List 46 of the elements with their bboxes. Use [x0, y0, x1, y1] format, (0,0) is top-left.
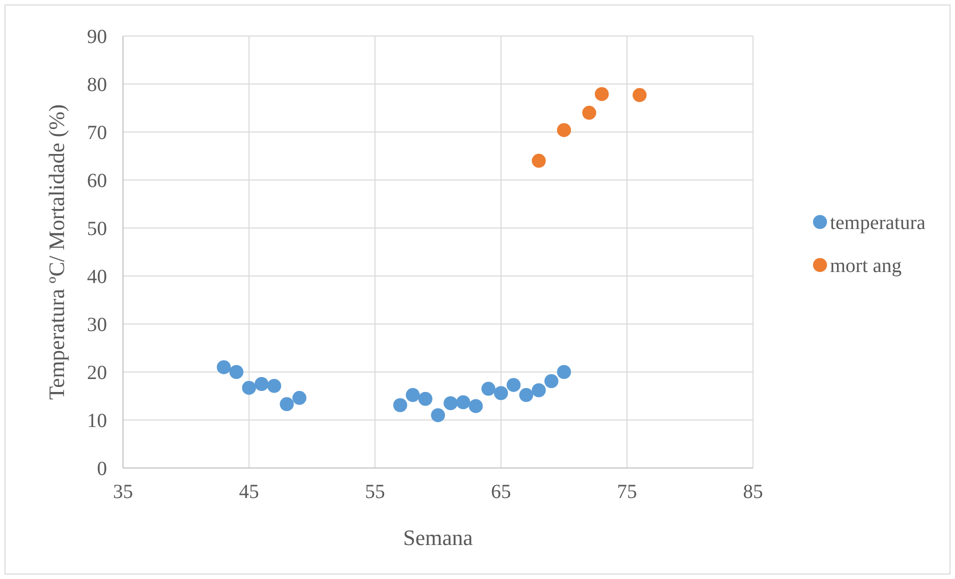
y-tick-label: 70: [87, 122, 107, 144]
y-tick-label: 0: [97, 458, 107, 480]
point: [582, 106, 596, 120]
point: [506, 378, 521, 392]
point: [406, 388, 420, 402]
y-tick-label: 30: [87, 314, 107, 336]
point: [393, 398, 408, 412]
point: [468, 399, 483, 414]
point: [481, 382, 496, 396]
point: [532, 154, 546, 168]
y-tick-label: 40: [87, 266, 107, 288]
point: [557, 365, 571, 379]
legend-label: temperatura: [830, 212, 926, 234]
point: [418, 392, 432, 406]
legend-label: mort ang: [830, 255, 902, 277]
x-tick-label: 55: [365, 481, 385, 503]
point: [242, 380, 256, 395]
x-tick-label: 45: [239, 481, 259, 503]
y-tick-label: 10: [87, 410, 107, 432]
y-tick-label: 20: [87, 362, 107, 384]
point: [431, 408, 445, 422]
point: [594, 87, 609, 102]
point: [632, 88, 647, 102]
y-tick-label: 90: [87, 26, 107, 48]
point: [267, 378, 282, 393]
point: [519, 388, 534, 402]
point: [444, 396, 458, 410]
y-tick-label: 50: [87, 218, 107, 240]
point: [532, 383, 546, 398]
y-tick-label: 60: [87, 170, 107, 192]
point: [216, 360, 231, 374]
x-tick-label: 75: [617, 481, 637, 503]
point: [557, 123, 571, 138]
point: [280, 397, 294, 412]
point: [456, 395, 470, 410]
x-tick-label: 35: [113, 481, 133, 503]
point: [544, 374, 558, 388]
point: [292, 390, 306, 405]
point: [254, 377, 269, 391]
point: [494, 386, 508, 400]
x-tick-label: 85: [743, 481, 763, 503]
x-tick-label: 65: [491, 481, 511, 503]
point: [229, 365, 244, 379]
y-tick-label: 80: [87, 74, 107, 96]
x-axis-title: Semana: [403, 525, 474, 550]
y-axis-title: Temperatura ºC/ Mortalidade (%): [44, 104, 69, 400]
